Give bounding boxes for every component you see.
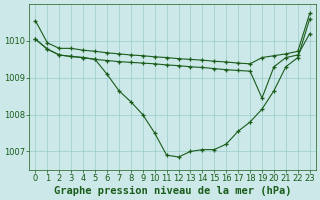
X-axis label: Graphe pression niveau de la mer (hPa): Graphe pression niveau de la mer (hPa) [54,186,291,196]
